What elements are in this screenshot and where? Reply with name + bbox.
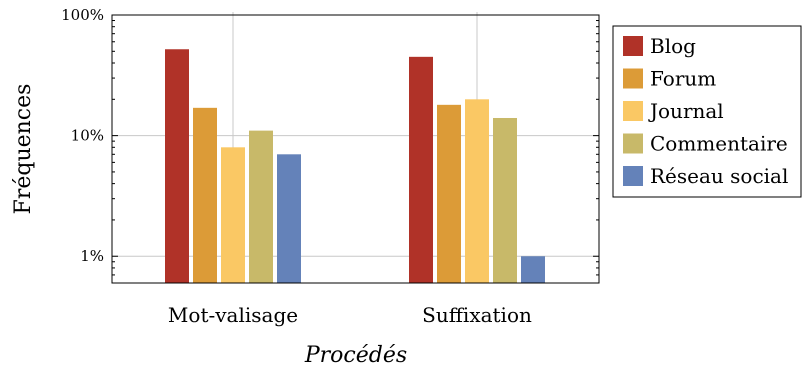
bar [249, 130, 273, 283]
bar [437, 104, 461, 284]
legend-label: Forum [650, 67, 716, 91]
y-tick-label: 1% [80, 247, 104, 265]
bar [493, 117, 517, 284]
legend-label: Réseau social [650, 164, 788, 188]
legend-swatch [623, 68, 643, 89]
y-tick-label: 100% [61, 6, 104, 24]
x-axis-title: Procédés [304, 343, 407, 368]
bar [521, 256, 545, 283]
x-tick-label: Mot-valisage [168, 303, 298, 327]
x-tick-labels: Mot-valisage Suffixation [168, 303, 532, 327]
y-ticks [112, 14, 599, 284]
bar [465, 99, 489, 283]
plot-frame [111, 14, 600, 284]
legend-label: Journal [648, 99, 724, 123]
bar [409, 56, 433, 283]
bar [277, 154, 301, 283]
legend-label: Commentaire [650, 132, 788, 156]
bar [165, 49, 189, 283]
legend-label: Blog [650, 34, 696, 58]
legend-swatch [623, 101, 643, 121]
bar [221, 147, 245, 283]
legend-swatch [623, 166, 643, 186]
bars [165, 49, 545, 284]
legend-frame [612, 25, 802, 198]
legend-swatch [623, 36, 643, 56]
legend-swatch [623, 133, 643, 154]
legend: Blog Forum Journal Commentaire Réseau social [612, 25, 802, 198]
bar [193, 107, 217, 284]
y-tick-labels: 1% 10% 100% [61, 6, 104, 265]
x-tick-label: Suffixation [422, 303, 532, 327]
y-axis-title: Fréquences [11, 84, 36, 215]
y-tick-label: 10% [71, 127, 104, 145]
